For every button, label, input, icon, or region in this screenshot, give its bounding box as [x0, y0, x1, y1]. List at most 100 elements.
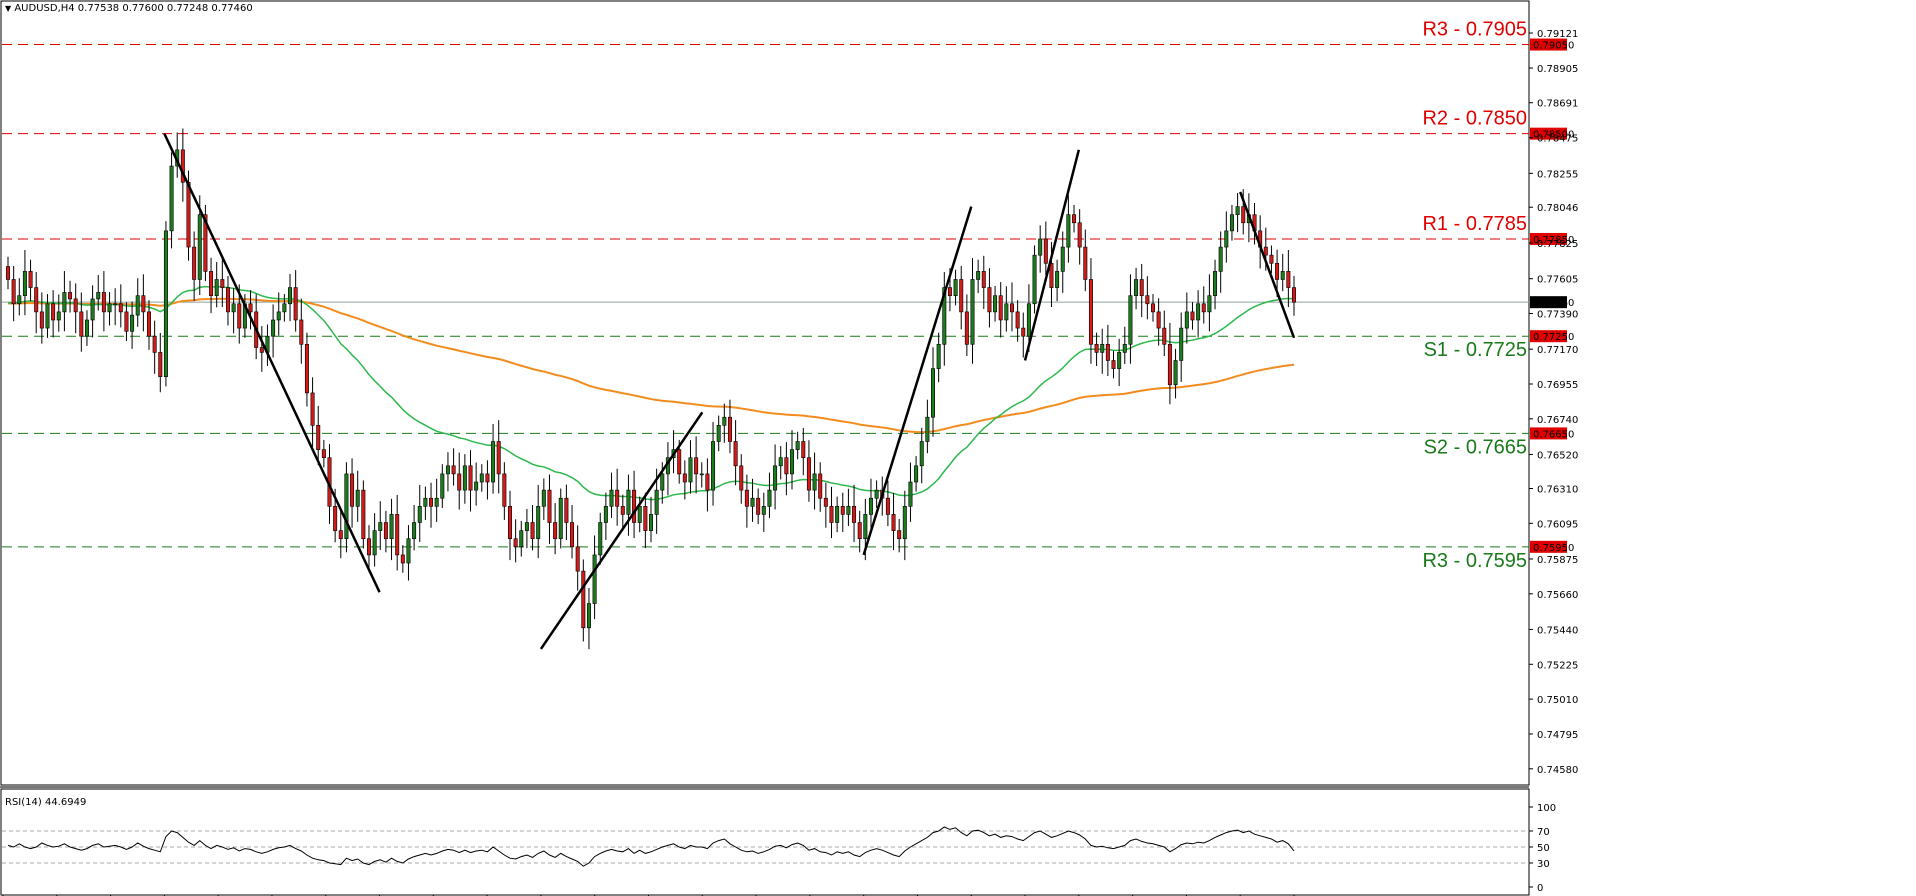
candle-body — [1263, 246, 1268, 256]
candle-body — [1139, 279, 1144, 296]
candle-body — [998, 295, 1003, 321]
candle-body — [835, 506, 840, 523]
candle-body — [643, 506, 648, 531]
candle-body — [1134, 279, 1139, 296]
trendline — [539, 411, 704, 650]
candle-body — [84, 319, 89, 337]
candle-body — [130, 314, 135, 332]
candle-body — [727, 416, 732, 442]
candle-body — [445, 465, 450, 475]
candle-body — [1207, 295, 1212, 313]
candle-body — [1105, 343, 1110, 361]
rsi-tick-label: 0 — [1537, 883, 1543, 894]
candle-body — [152, 335, 157, 353]
candle-body — [378, 522, 383, 531]
candle-body — [558, 497, 563, 540]
price-tick-label: 0.76095 — [1537, 519, 1578, 530]
candle-body — [620, 506, 625, 515]
candle-body — [947, 287, 952, 296]
candle-body — [654, 489, 659, 515]
candle-body — [1190, 311, 1195, 321]
collapse-triangle-icon[interactable]: ▼ — [5, 4, 12, 13]
candle-body — [400, 554, 405, 564]
level-label: S2 - 0.7665 — [1424, 436, 1527, 458]
rsi-tick-label: 50 — [1537, 843, 1550, 854]
candle-body — [908, 481, 913, 507]
candle-body — [733, 441, 738, 467]
candle-body — [541, 489, 546, 507]
candle-body — [389, 514, 394, 540]
main-frame — [0, 0, 1530, 786]
candle-body — [795, 441, 800, 450]
current-price-tag-text: 0.77460 — [1533, 298, 1574, 309]
candle-body — [6, 266, 10, 280]
price-tick-label: 0.74580 — [1537, 765, 1578, 776]
candle-body — [914, 465, 919, 483]
rsi-tick-label: 30 — [1537, 859, 1550, 870]
candle-body — [310, 392, 315, 426]
candle-body — [1275, 262, 1280, 280]
candle-body — [276, 311, 281, 321]
candle-body — [51, 303, 56, 321]
candle-body — [615, 489, 620, 507]
candle-body — [333, 506, 338, 531]
candle-body — [925, 416, 930, 442]
candle-body — [840, 506, 845, 515]
rsi-line — [7, 826, 1295, 867]
candle-body — [107, 303, 112, 313]
candle-body — [756, 497, 761, 515]
level-price-tag-text: 0.75950 — [1533, 543, 1574, 554]
candle-body — [919, 441, 924, 467]
candle-body — [412, 522, 417, 540]
support-resistance-levels: R3 - 0.7905 0.79050 R2 - 0.7850 0.78500 R1 -… — [2, 19, 1574, 572]
candle-body — [953, 279, 958, 296]
candle-body — [225, 287, 230, 313]
candle-body — [1162, 327, 1167, 345]
candle-body — [56, 311, 61, 321]
trendlines — [163, 133, 1296, 650]
candle-body — [773, 465, 778, 491]
candle-body — [1229, 214, 1234, 232]
price-tick-label: 0.76310 — [1537, 484, 1578, 495]
candle-body — [237, 303, 242, 329]
trendline — [163, 133, 381, 593]
candle-body — [553, 522, 558, 540]
candle-body — [1004, 303, 1009, 321]
candle-body — [1111, 360, 1116, 369]
level-price-tag-text: 0.77250 — [1533, 332, 1574, 343]
price-tick-label: 0.75225 — [1537, 660, 1578, 671]
level-price-tag — [1530, 540, 1567, 553]
candle-body — [1055, 271, 1060, 288]
candle-body — [321, 449, 326, 459]
candle-body — [784, 457, 789, 475]
price-tick-label: 0.77390 — [1537, 310, 1578, 321]
candle-body — [705, 473, 710, 491]
candle-body — [1122, 343, 1127, 353]
candle-body — [981, 271, 986, 288]
candle-body — [806, 457, 811, 491]
candle-body — [1280, 271, 1285, 280]
candle-body — [699, 473, 704, 476]
candle-body — [931, 368, 936, 418]
candle-body — [479, 473, 484, 483]
candle-body — [778, 457, 783, 467]
candle-body — [90, 298, 95, 321]
candlesticks — [6, 128, 1296, 650]
candle-body — [801, 441, 806, 459]
rsi-header: RSI(14) 44.6949 — [5, 797, 86, 808]
price-tick-label: 0.77170 — [1537, 345, 1578, 356]
candle-body — [451, 465, 456, 475]
candle-body — [372, 530, 377, 556]
candle-body — [575, 546, 580, 572]
level-price-tag-text: 0.77850 — [1533, 235, 1574, 246]
candle-body — [440, 473, 445, 499]
candle-body — [767, 489, 772, 507]
candle-body — [564, 497, 569, 523]
candle-body — [141, 295, 146, 313]
candle-body — [846, 506, 851, 515]
candle-body — [1021, 327, 1026, 337]
candle-body — [649, 514, 653, 531]
candle-body — [457, 473, 462, 491]
price-axis: 0.79121 0.78905 0.78691 0.78475 0.78255 0.780… — [1529, 29, 1578, 776]
candle-body — [609, 489, 614, 507]
